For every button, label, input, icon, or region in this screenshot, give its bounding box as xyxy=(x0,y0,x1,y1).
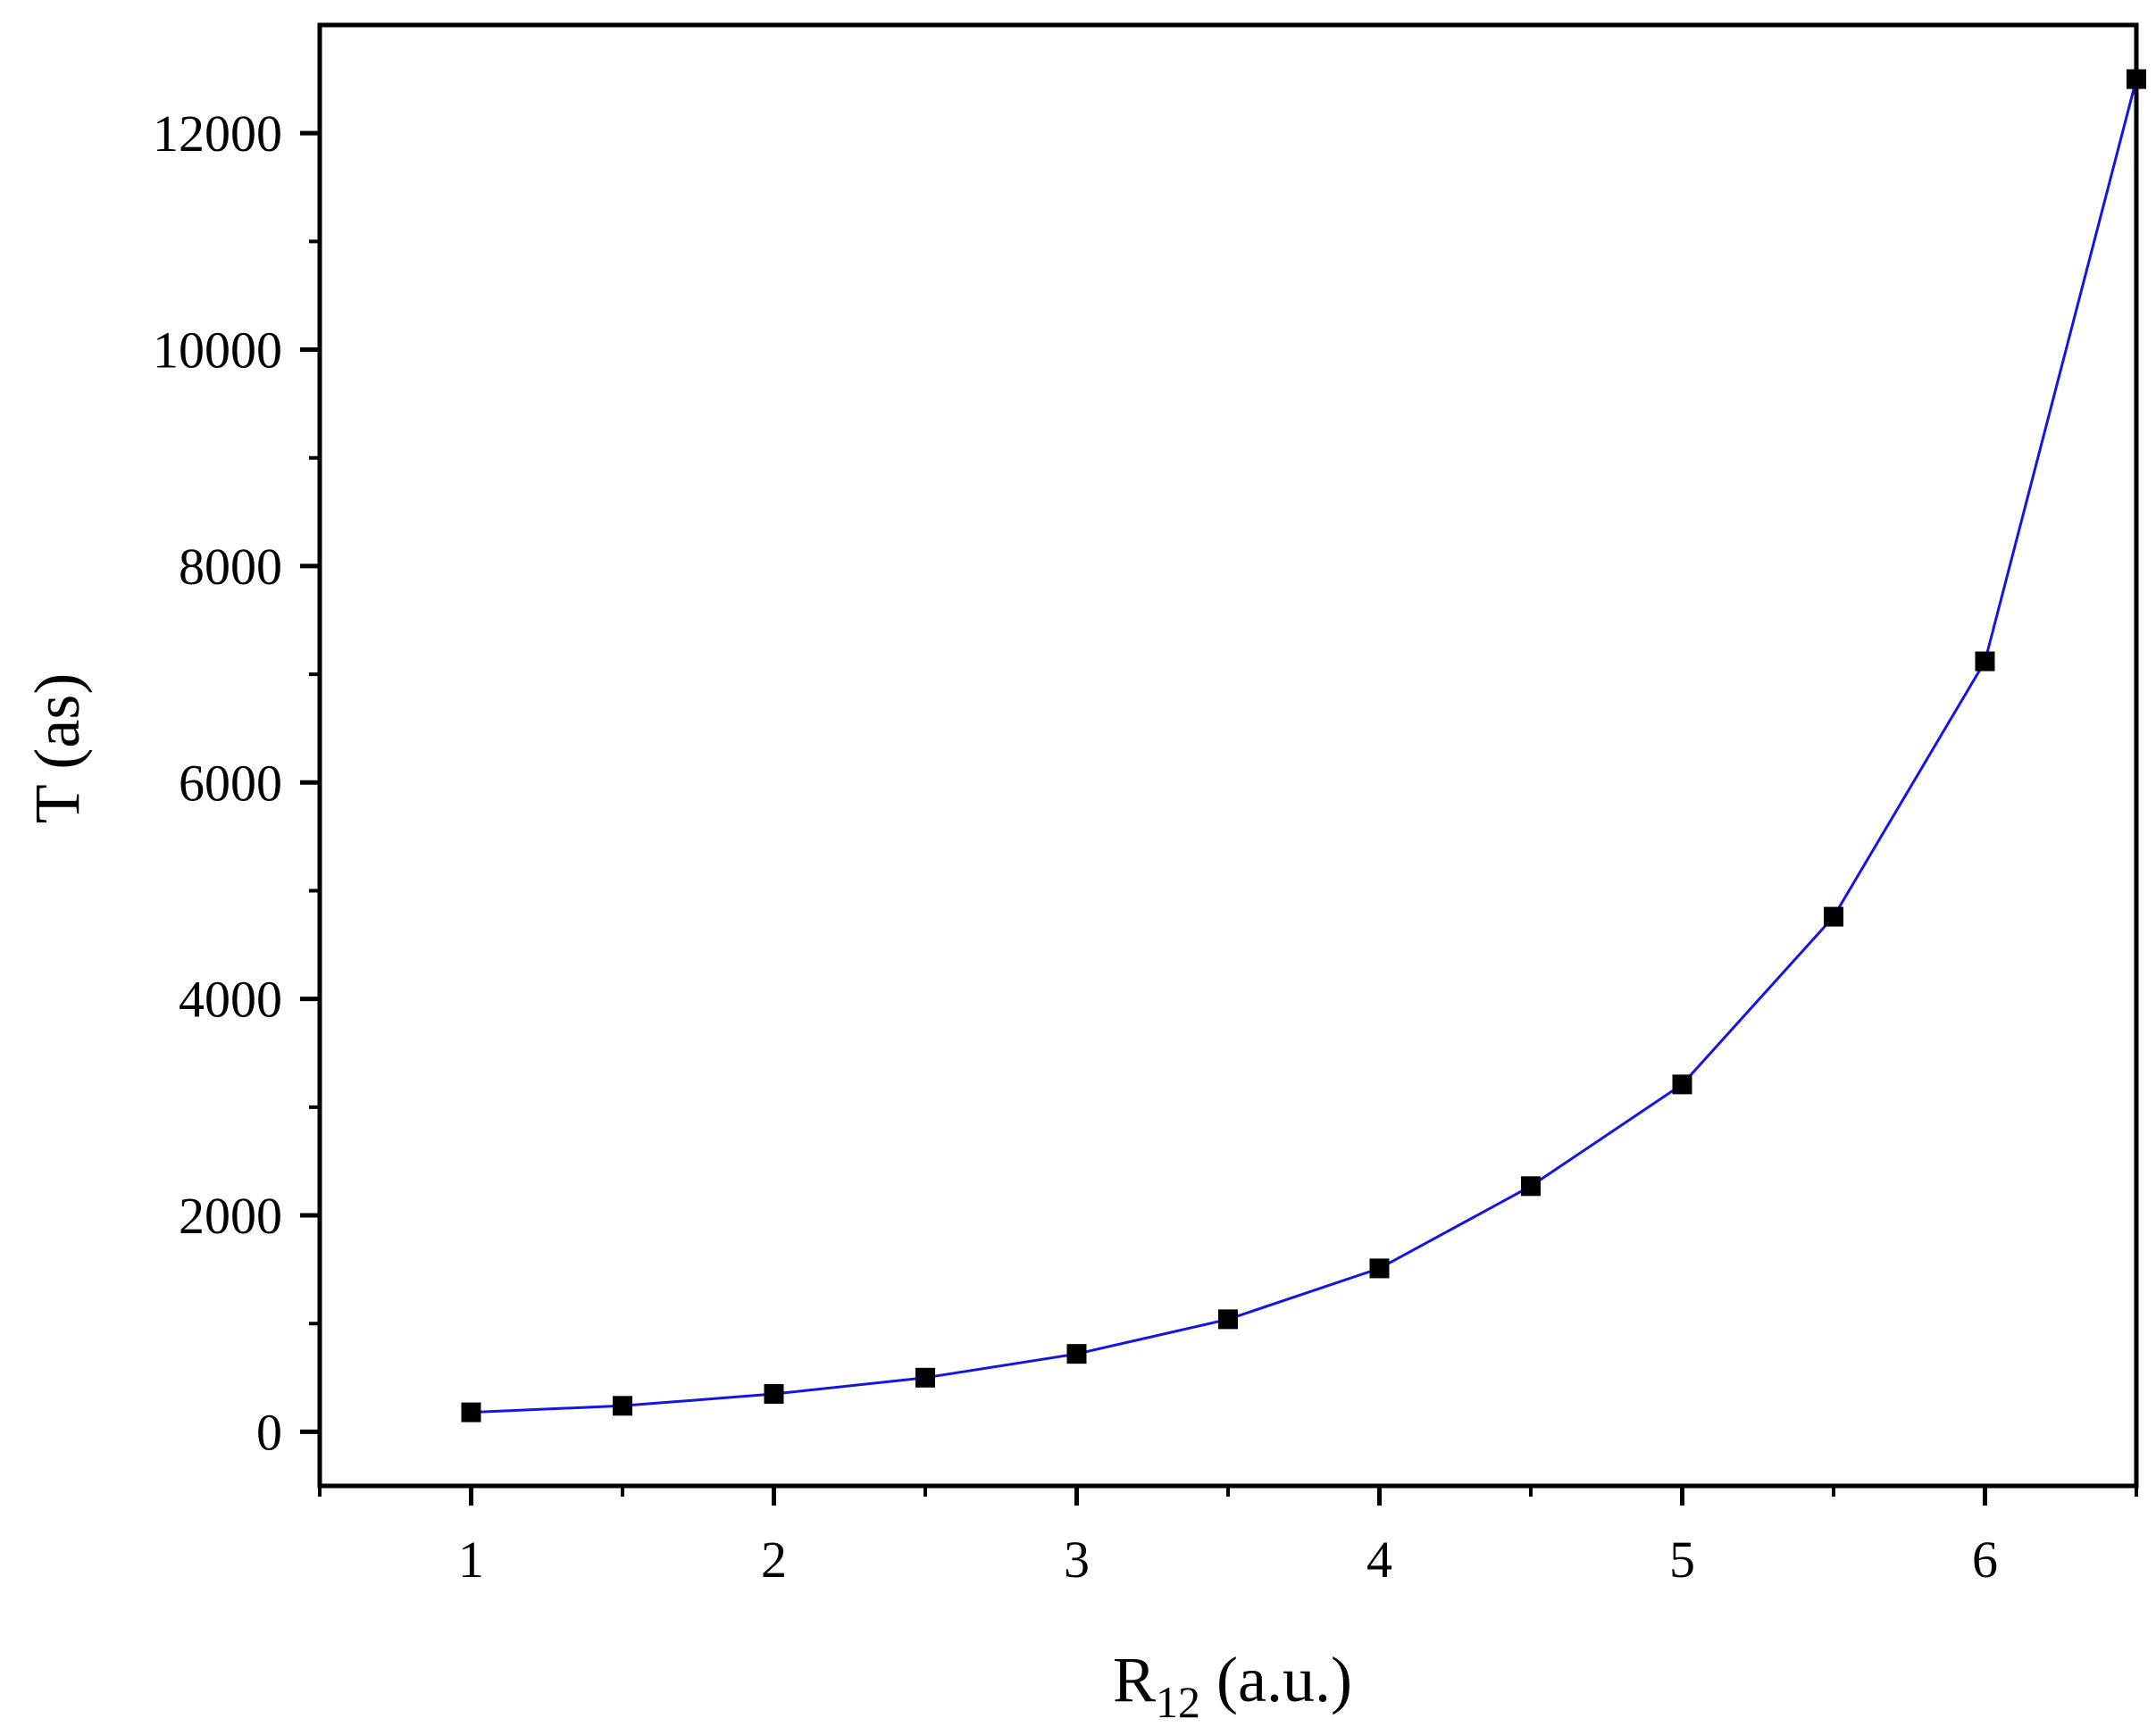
y-tick-label: 6000 xyxy=(179,754,282,812)
series xyxy=(461,69,2146,1422)
data-point-marker xyxy=(1672,1074,1692,1095)
x-tick-label: 1 xyxy=(458,1531,484,1589)
x-axis-title-main: R xyxy=(1113,1644,1156,1715)
data-point-marker xyxy=(1521,1176,1541,1197)
y-tick-label: 2000 xyxy=(179,1187,282,1245)
y-tick-label: 10000 xyxy=(153,321,282,380)
data-point-marker xyxy=(1369,1258,1390,1279)
data-point-marker xyxy=(461,1402,481,1422)
y-tick-label: 12000 xyxy=(153,104,282,163)
data-point-marker xyxy=(613,1396,632,1416)
data-point-marker xyxy=(1218,1309,1238,1330)
plot-frame xyxy=(317,22,2139,1489)
labels: T (as) R12 (a.u.) xyxy=(21,673,1352,1727)
y-tick-label: 8000 xyxy=(179,538,282,596)
x-axis-title-suffix: (a.u.) xyxy=(1200,1644,1352,1715)
x-tick-label: 6 xyxy=(1972,1531,1998,1589)
data-point-marker xyxy=(915,1367,935,1388)
x-tick-label: 5 xyxy=(1669,1531,1695,1589)
data-point-marker xyxy=(1824,906,1843,927)
data-point-marker xyxy=(1066,1344,1087,1364)
y-tick-label: 4000 xyxy=(179,971,282,1029)
y-axis-title: T (as) xyxy=(21,673,93,824)
x-tick-label: 3 xyxy=(1064,1531,1090,1589)
x-tick-label: 4 xyxy=(1366,1531,1392,1589)
x-axis-title: R12 (a.u.) xyxy=(1113,1644,1352,1727)
data-point-marker xyxy=(1975,651,1995,672)
data-point-marker xyxy=(2127,69,2146,89)
series-line xyxy=(471,79,2138,1414)
data-point-marker xyxy=(764,1383,784,1404)
x-tick-label: 2 xyxy=(761,1531,787,1589)
y-tick-label: 0 xyxy=(256,1403,282,1461)
x-axis-title-subscript: 12 xyxy=(1156,1677,1200,1727)
axes: 1 2 3 4 5 6 0 2000 4000 6000 8000 10000 12000 xyxy=(153,22,2139,1589)
